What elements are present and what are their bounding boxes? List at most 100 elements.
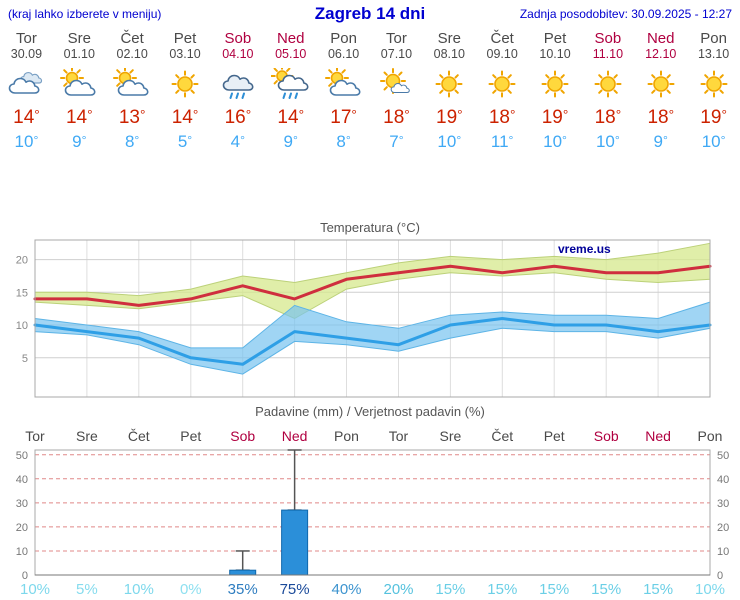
precip-y-tick-right: 0	[717, 570, 723, 582]
day-low-temp: 8°	[124, 132, 140, 151]
temp-y-tick: 5	[22, 353, 28, 365]
day-low-temp: 8°	[336, 132, 351, 151]
day-high-temp: 18°	[647, 107, 675, 128]
precip-y-tick-right: 50	[717, 450, 729, 462]
day-low-temp: 5°	[177, 132, 193, 151]
day-date: 06.10	[327, 47, 360, 61]
day-name: Čet	[120, 30, 144, 47]
cloudy-icon	[0, 68, 53, 102]
precip-probability: 15%	[591, 581, 621, 598]
day-column[interactable]: Ned 05.10 14° 9°	[264, 28, 317, 152]
mostly-sunny-icon	[370, 68, 423, 102]
day-column[interactable]: Pet 10.10 19° 10°	[529, 28, 582, 152]
precip-probability: 10%	[20, 581, 50, 598]
day-date: 04.10	[222, 47, 254, 61]
day-column[interactable]: Sob 04.10 16° 4°	[211, 28, 264, 152]
low-temp-line	[33, 317, 712, 366]
day-column[interactable]: Pon 13.10 19° 10°	[687, 28, 740, 152]
precip-y-tick-left: 50	[16, 450, 28, 462]
day-high-temp: 18°	[383, 107, 410, 128]
partly-cloudy-icon	[53, 66, 106, 102]
day-date: 02.10	[116, 47, 148, 61]
precip-day-label: Ned	[282, 428, 308, 444]
precip-y-tick-left: 10	[16, 546, 28, 558]
day-name: Sob	[224, 30, 252, 47]
sunny-icon	[476, 68, 529, 102]
precip-y-tick-right: 30	[717, 498, 729, 510]
precip-day-label: Sre	[440, 428, 462, 444]
day-date: 13.10	[697, 47, 730, 61]
precip-day-label: Čet	[128, 428, 150, 444]
day-low-temp: 10°	[595, 132, 620, 151]
precip-y-tick-left: 30	[16, 498, 28, 510]
precip-day-label: Sre	[76, 428, 98, 444]
day-high-temp: 13°	[118, 107, 146, 128]
precipitation-chart: Padavine (mm) / Verjetnost padavin (%) To…	[16, 404, 730, 598]
precip-chart-title: Padavine (mm) / Verjetnost padavin (%)	[255, 404, 485, 419]
day-name: Ned	[276, 30, 305, 47]
day-date: 03.10	[169, 47, 201, 61]
day-date: 12.10	[645, 47, 677, 61]
precip-probability: 15%	[435, 581, 465, 598]
day-high-temp: 14°	[171, 107, 199, 128]
temperature-chart: Temperatura (°C) 5 10 15 20 vreme.us	[16, 220, 712, 398]
day-column[interactable]: Sre 08.10 19° 10°	[423, 28, 476, 152]
day-column[interactable]: Sob 11.10 18° 10°	[581, 28, 634, 152]
last-updated: Zadnja posodobitev: 30.09.2025 - 12:27	[519, 7, 732, 21]
temp-chart-title: Temperatura (°C)	[320, 220, 420, 235]
day-low-temp: 7°	[389, 132, 404, 151]
day-high-temp: 14°	[65, 107, 93, 128]
precip-day-label: Pet	[544, 428, 565, 444]
precip-day-label: Pon	[334, 428, 359, 444]
precip-day-label: Sob	[594, 428, 619, 444]
high-temp-line	[33, 264, 712, 307]
day-high-temp: 19°	[436, 107, 463, 128]
day-date: 01.10	[63, 47, 95, 61]
day-date: 11.10	[592, 47, 624, 61]
day-name: Tor	[16, 30, 37, 47]
day-column[interactable]: Čet 09.10 18° 11°	[476, 28, 529, 152]
precip-probability: 10%	[695, 581, 725, 598]
day-low-temp: 4°	[230, 132, 246, 151]
precip-y-tick-right: 40	[717, 474, 729, 486]
partly-cloudy-icon	[317, 66, 370, 102]
day-high-temp: 18°	[488, 107, 516, 128]
precip-probability: 75%	[280, 581, 310, 598]
precip-probability: 0%	[180, 581, 202, 598]
day-column[interactable]: Pet 03.10 14° 5°	[159, 28, 212, 152]
day-name: Pet	[543, 30, 567, 47]
precip-probability: 5%	[76, 581, 98, 598]
day-name: Sob	[594, 30, 622, 47]
precip-day-label: Pet	[180, 428, 201, 444]
sunny-icon	[529, 68, 582, 102]
day-name: Pet	[173, 30, 197, 47]
day-name: Čet	[490, 30, 514, 47]
precip-probability: 35%	[228, 581, 258, 598]
precip-day-label: Sob	[230, 428, 255, 444]
temp-y-tick: 15	[16, 287, 28, 299]
day-column[interactable]: Ned 12.10 18° 9°	[634, 28, 687, 152]
temp-y-tick: 10	[16, 320, 28, 332]
day-column[interactable]: Pon 06.10 17° 8°	[317, 28, 370, 152]
precip-probability: 10%	[124, 581, 154, 598]
day-column[interactable]: Čet 02.10 13° 8°	[106, 28, 159, 152]
day-date: 10.10	[539, 47, 571, 61]
day-low-temp: 9°	[283, 132, 298, 151]
day-date: 30.09	[10, 47, 43, 61]
precip-bar	[281, 509, 309, 576]
day-date: 08.10	[433, 47, 465, 61]
day-low-temp: 11°	[490, 132, 514, 151]
precip-probability: 15%	[643, 581, 673, 598]
day-column[interactable]: Sre 01.10 14° 9°	[53, 28, 106, 152]
day-name: Pon	[700, 30, 727, 47]
day-column[interactable]: Tor 30.09 14° 10°	[0, 28, 53, 152]
precip-bar	[229, 569, 257, 576]
day-date: 07.10	[380, 47, 413, 61]
day-name: Sre	[437, 30, 461, 47]
day-high-temp: 19°	[541, 107, 569, 128]
day-low-temp: 9°	[653, 132, 668, 151]
day-high-temp: 14°	[13, 107, 40, 128]
precip-y-tick-left: 40	[16, 474, 28, 486]
day-column[interactable]: Tor 07.10 18° 7°	[370, 28, 423, 152]
